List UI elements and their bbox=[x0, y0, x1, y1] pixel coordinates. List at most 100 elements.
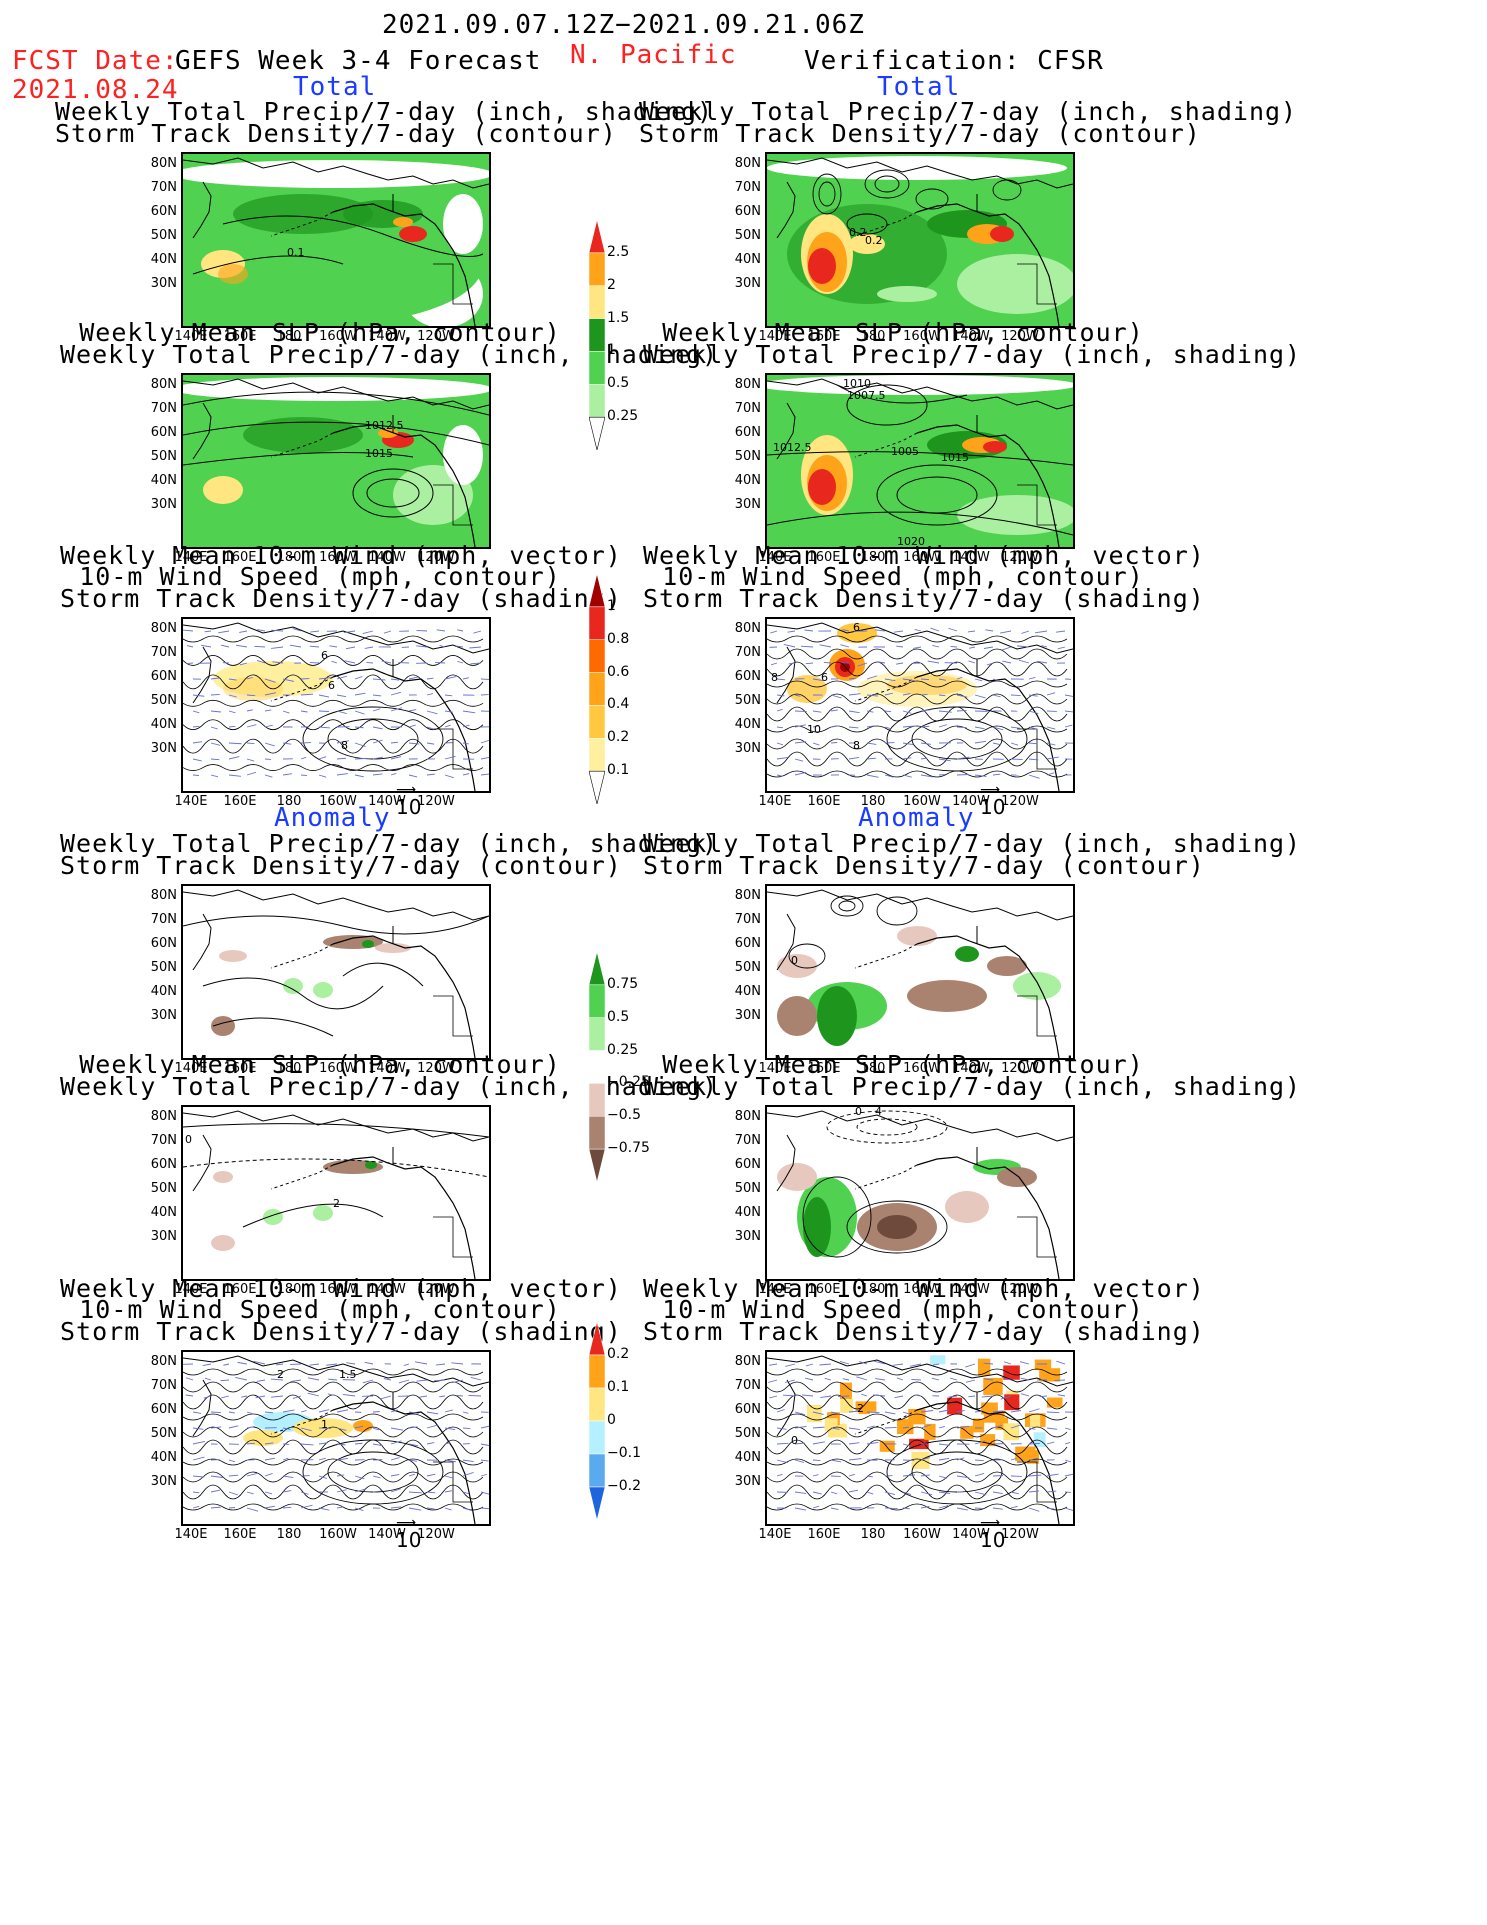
vector-arrow-icon: ⟶ bbox=[980, 1515, 1001, 1531]
lat-tick-label: 70N bbox=[150, 645, 177, 660]
panel-ob-total-slp-precip-title: Weekly Mean SLP (hPa, contour) Weekly Tot… bbox=[643, 320, 1300, 366]
lon-tick-label: 160E bbox=[807, 1527, 841, 1542]
lon-tick-label: 180 bbox=[276, 1061, 302, 1076]
colorbar-track-density bbox=[588, 573, 606, 808]
colorbar-segment bbox=[588, 1354, 606, 1389]
contour-label: 0 bbox=[855, 1107, 862, 1118]
panel-fc-anom-precip-track bbox=[181, 884, 491, 1060]
lat-tick-label: 40N bbox=[150, 984, 177, 999]
lon-tick-label: 160W bbox=[319, 1061, 357, 1076]
panel-ob-total-slp-precip: 1010 1007.5 1012.5 1005 1015 1020 bbox=[765, 373, 1075, 549]
contour-label: 2 bbox=[857, 1402, 864, 1415]
lat-tick-label: 30N bbox=[150, 497, 177, 512]
contour-label: 1012.5 bbox=[365, 419, 404, 432]
vector-reference-value: 10 bbox=[396, 1528, 422, 1552]
lat-tick-label: 40N bbox=[150, 717, 177, 732]
panel-title-line: Storm Track Density/7-day (shading) bbox=[643, 583, 1205, 613]
lon-tick-label: 140E bbox=[174, 329, 208, 344]
vector-reference: ⟶ 10 bbox=[396, 783, 421, 819]
panel-title-line: Weekly Mean 10-m Wind (mph, vector) bbox=[643, 540, 1205, 570]
panel-title-line: Storm Track Density/7-day (contour) bbox=[639, 118, 1201, 148]
lon-tick-label: 160E bbox=[807, 550, 841, 565]
lon-tick-label: 140W bbox=[952, 794, 990, 809]
colorbar-label: 1 bbox=[607, 342, 616, 359]
panel-title-line: Storm Track Density/7-day (contour) bbox=[60, 850, 622, 880]
lon-tick-label: 140W bbox=[368, 1282, 406, 1297]
lon-tick-label: 140W bbox=[952, 1527, 990, 1542]
lat-tick-label: 30N bbox=[734, 497, 761, 512]
lat-tick-label: 60N bbox=[734, 1402, 761, 1417]
colorbar-segment bbox=[588, 1116, 606, 1150]
colorbar-label: 0.6 bbox=[607, 663, 630, 680]
lat-tick-label: 50N bbox=[734, 1181, 761, 1196]
panel-fc-total-precip-track-title: Weekly Total Precip/7-day (inch, shading… bbox=[55, 99, 712, 145]
region-title: N. Pacific bbox=[570, 40, 737, 70]
panel-fc-anom-slp-precip-title: Weekly Mean SLP (hPa, contour) Weekly Tot… bbox=[60, 1052, 719, 1101]
lat-tick-label: 40N bbox=[734, 984, 761, 999]
panel-fc-total-slp-precip: 1012.5 1015 bbox=[181, 373, 491, 549]
panel-title-line: Weekly Total Precip/7-day (inch, shading… bbox=[639, 97, 1298, 126]
colorbar-segment bbox=[588, 606, 606, 640]
lon-tick-label: 160E bbox=[807, 1282, 841, 1297]
lon-tick-label: 160W bbox=[319, 550, 357, 565]
panel-ob-total-precip-track: 0.2 0.2 bbox=[765, 152, 1075, 328]
section-total-right: Total bbox=[877, 72, 961, 102]
colorbar-segment bbox=[588, 672, 606, 706]
lat-tick-label: 30N bbox=[150, 1229, 177, 1244]
lon-tick-label: 140W bbox=[952, 550, 990, 565]
lon-tick-label: 160E bbox=[223, 1282, 257, 1297]
vector-reference: ⟶ 10 bbox=[396, 1515, 422, 1552]
lat-tick-label: 80N bbox=[734, 377, 761, 392]
vector-arrow-icon: ⟶ bbox=[396, 1515, 417, 1531]
lon-tick-label: 180 bbox=[860, 329, 886, 344]
lat-tick-label: 60N bbox=[150, 204, 177, 219]
colorbar-segment bbox=[588, 1017, 606, 1051]
colorbar-label: 0.2 bbox=[607, 729, 630, 746]
panel-fc-anom-precip-track-title: Weekly Total Precip/7-day (inch, shading… bbox=[60, 831, 717, 880]
lon-tick-label: 120W bbox=[417, 1282, 455, 1297]
fcst-date-value: 2021.08.24 bbox=[12, 75, 179, 105]
panel-fc-anom-wind-title: Weekly Mean 10-m Wind (mph, vector) 10-m … bbox=[60, 1276, 621, 1343]
contour-label: 6 bbox=[853, 621, 860, 634]
vector-reference: ⟶ 10 bbox=[980, 1515, 1005, 1552]
contour-label: 1015 bbox=[941, 451, 969, 464]
lat-tick-label: 70N bbox=[734, 912, 761, 927]
lat-tick-label: 80N bbox=[150, 1109, 177, 1124]
lon-tick-label: 120W bbox=[1001, 1061, 1039, 1076]
lat-tick-label: 30N bbox=[734, 1474, 761, 1489]
colorbar-label: 0.25 bbox=[607, 1041, 639, 1058]
colorbar-label: 0 bbox=[607, 1412, 616, 1428]
lat-tick-label: 70N bbox=[734, 645, 761, 660]
lat-tick-label: 60N bbox=[734, 425, 761, 440]
colorbar-anom-precip bbox=[588, 951, 606, 1186]
contour-label: 1012.5 bbox=[773, 441, 812, 454]
lon-tick-label: 140W bbox=[952, 329, 990, 344]
colorbar-segment bbox=[588, 1486, 606, 1521]
lon-tick-label: 140E bbox=[758, 794, 792, 809]
lon-tick-label: 140E bbox=[174, 1061, 208, 1076]
colorbar-segment bbox=[588, 252, 606, 286]
lon-tick-label: 160W bbox=[319, 1282, 357, 1297]
section-anomaly-left: Anomaly bbox=[274, 803, 391, 833]
lat-tick-label: 80N bbox=[150, 1354, 177, 1369]
panel-title-line: Weekly Total Precip/7-day (inch, shading… bbox=[60, 1071, 719, 1101]
lat-tick-label: 60N bbox=[150, 425, 177, 440]
contour-label: 1007.5 bbox=[847, 389, 886, 402]
contour-label: 1 bbox=[321, 1418, 328, 1431]
panel-title-line: Weekly Mean 10-m Wind (mph, vector) bbox=[60, 540, 622, 570]
lon-tick-label: 120W bbox=[417, 794, 455, 809]
colorbar-segment bbox=[588, 738, 606, 772]
panel-title-line: Weekly Total Precip/7-day (inch, shading… bbox=[60, 339, 719, 369]
contour-label: 8 bbox=[341, 739, 348, 752]
lat-tick-label: 30N bbox=[150, 741, 177, 756]
contour-label: 0 bbox=[791, 1434, 798, 1447]
contour-label: 8 bbox=[853, 739, 860, 752]
contour-label: 8 bbox=[771, 671, 778, 684]
colorbar-segment bbox=[588, 984, 606, 1018]
lat-tick-label: 40N bbox=[734, 252, 761, 267]
contour-label: 4 bbox=[875, 1107, 882, 1118]
lat-tick-label: 30N bbox=[150, 1008, 177, 1023]
colorbar-label: 0.25 bbox=[607, 408, 639, 425]
lat-tick-label: 30N bbox=[734, 1008, 761, 1023]
